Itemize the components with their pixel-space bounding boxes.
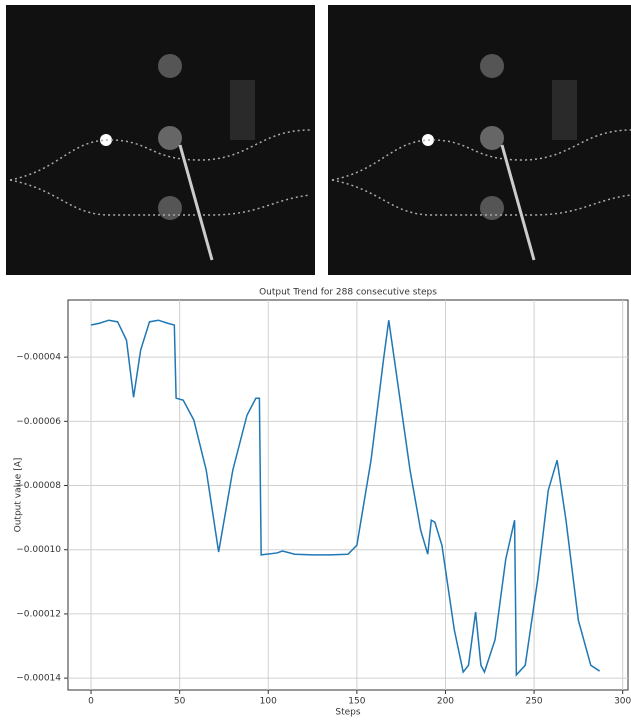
y-tick-label: −0.00012 [16,609,61,619]
x-tick-label: 100 [260,697,277,707]
y-tick-label: −0.00008 [16,481,61,491]
plot-frame [67,299,629,691]
microscope-image-right [328,5,631,275]
microscope-image-left [6,5,315,275]
x-tick-label: 50 [174,697,186,707]
data-line [90,319,601,677]
x-tick-label: 150 [348,697,365,707]
y-axis-label: Output value [A] [14,458,24,533]
y-tick-label: −0.00004 [16,353,61,363]
y-tick-label: −0.00014 [16,674,61,684]
chart-title: Output Trend for 288 consecutive steps [259,288,437,298]
x-tick-label: 300 [614,697,631,707]
x-axis-label: Steps [335,708,360,718]
y-tick-label: −0.00010 [16,545,61,555]
x-tick-label: 0 [88,697,94,707]
y-tick-label: −0.00006 [16,417,61,427]
x-tick-label: 200 [437,697,454,707]
x-tick-label: 250 [525,697,542,707]
